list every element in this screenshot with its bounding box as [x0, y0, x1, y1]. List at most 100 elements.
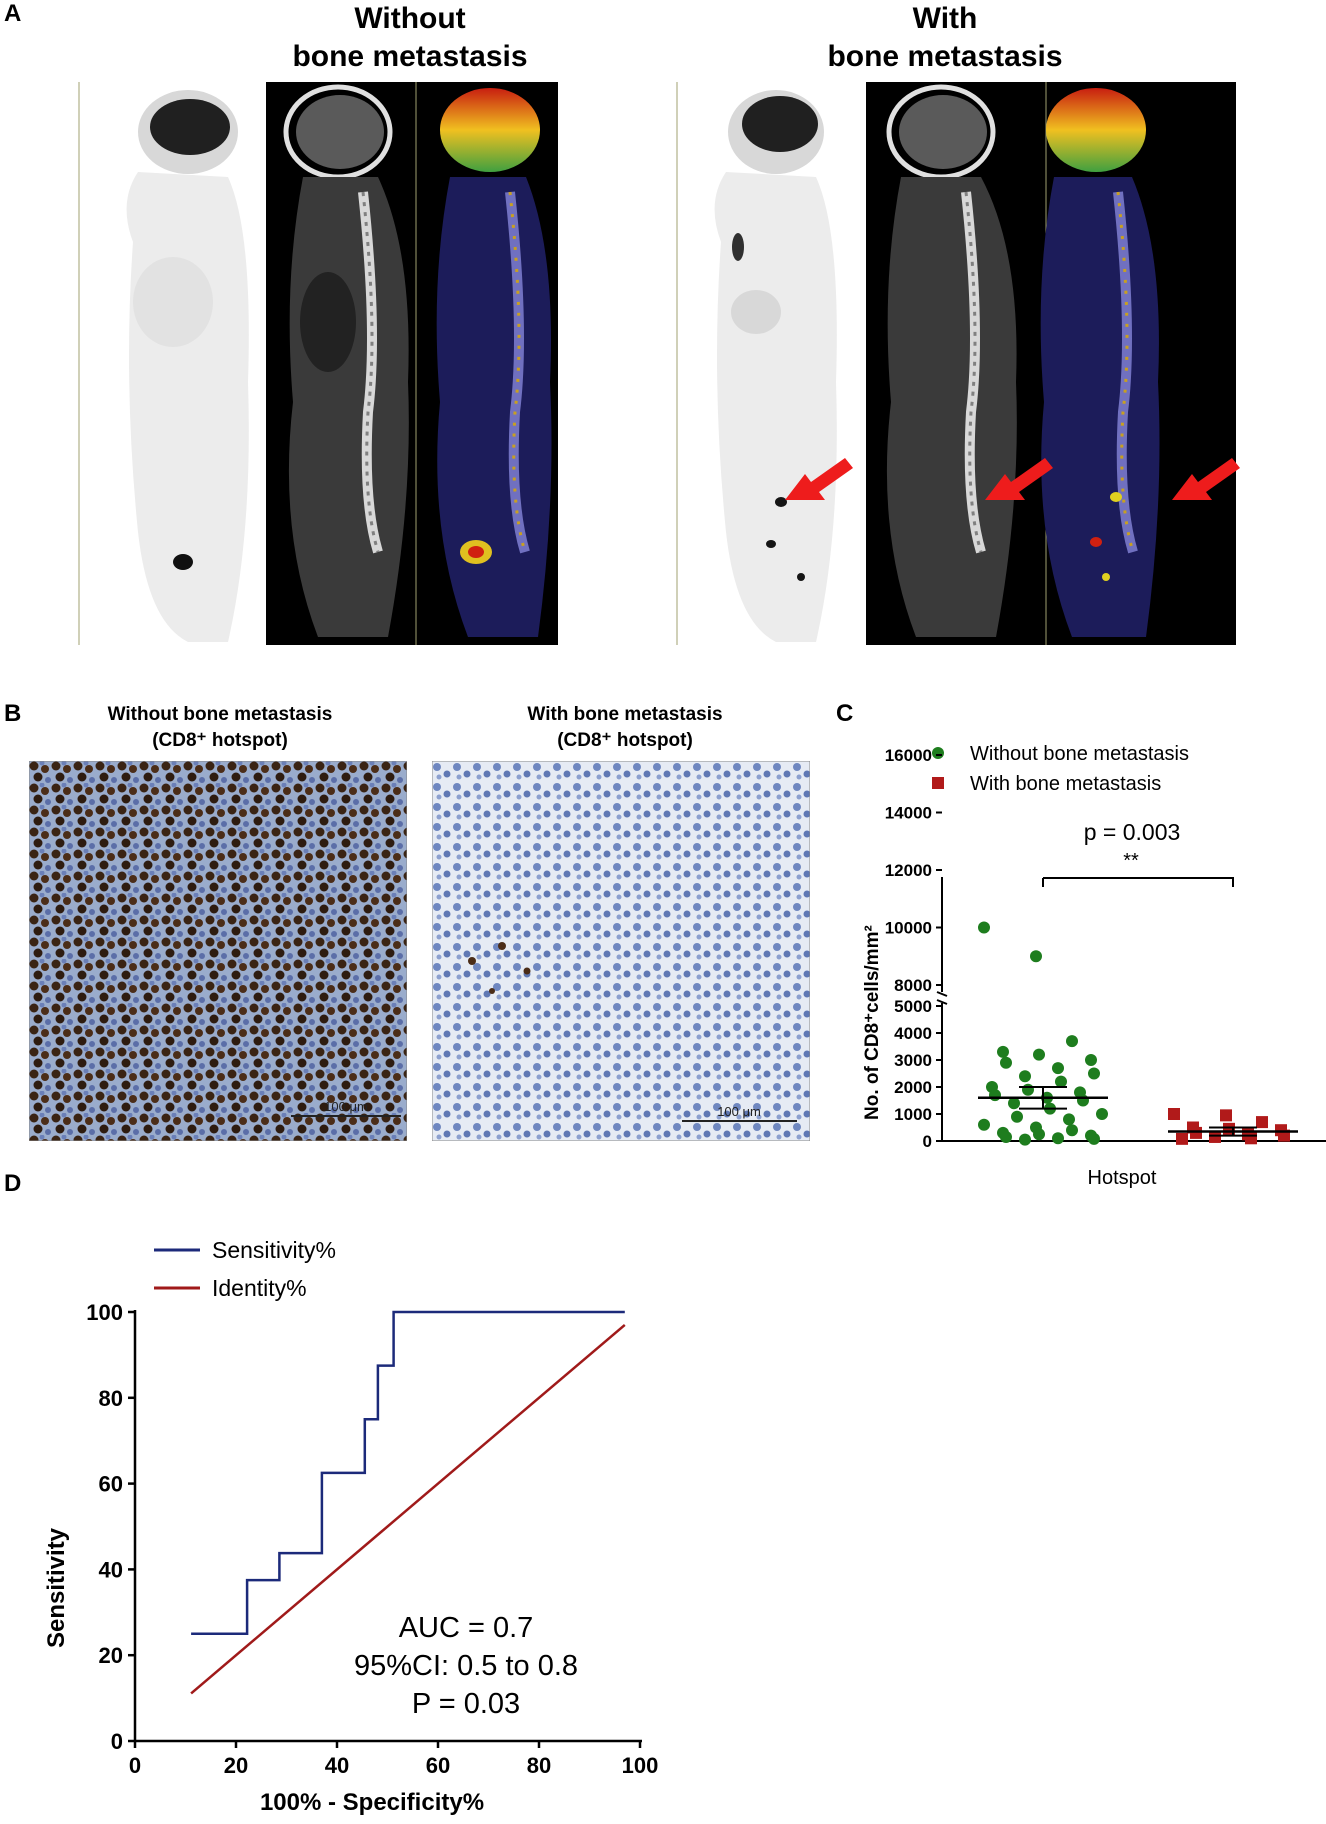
y-axis-label: Sensitivity [43, 1527, 70, 1648]
data-point-without [978, 1118, 990, 1131]
data-point-without [1096, 1108, 1108, 1120]
y-tick-label: 0 [111, 1729, 123, 1754]
data-point-without [1000, 1056, 1012, 1069]
red-arrow-icon [785, 458, 853, 500]
data-point-without [1055, 1075, 1067, 1088]
panel-b-label: B [4, 700, 22, 727]
panel-b-right-title-line1: With bone metastasis [527, 704, 723, 725]
panel-b-right-title-line2: (CD8⁺ hotspot) [557, 730, 693, 751]
x-tick-label: 40 [325, 1753, 349, 1778]
ihc-image-with-metastasis: 100 μm [432, 761, 810, 1141]
p-annotation: P = 0.03 [412, 1688, 520, 1720]
y-tick-label: 1000 [894, 1105, 932, 1124]
x-tick-label: 100 [622, 1753, 659, 1778]
data-point-without [1033, 1128, 1045, 1141]
auc-annotation: AUC = 0.7 [399, 1612, 534, 1644]
scatter-chart-c: Without bone metastasis With bone metast… [862, 743, 1326, 1189]
y-tick-label: 60 [99, 1472, 123, 1497]
data-point-without [1085, 1054, 1097, 1066]
panel-a-right-title-line1: With [912, 2, 978, 35]
data-point-without [1077, 1094, 1089, 1107]
panel-d-label: D [4, 1170, 22, 1197]
legend-marker-with [932, 777, 944, 789]
panel-b-left-title-line2: (CD8⁺ hotspot) [152, 730, 288, 751]
data-point-with [1245, 1132, 1257, 1145]
data-point-without [1063, 1113, 1075, 1126]
panel-c-label: C [836, 700, 854, 727]
y-axis-label: No. of CD8⁺cells/mm² [862, 925, 883, 1120]
x-axis-label: 100% - Specificity% [260, 1789, 484, 1816]
y-tick-label: 14000 [885, 804, 932, 823]
legend-marker-without [932, 747, 944, 759]
scale-bar-label: 100 μm [324, 1099, 368, 1114]
ihc-image-without-metastasis: 100 μm [29, 761, 407, 1141]
panel-a-left-title-line1: Without [354, 2, 466, 35]
data-point-without [1011, 1110, 1023, 1123]
red-arrow-icon [985, 458, 1053, 500]
legend-label-sensitivity: Sensitivity% [212, 1237, 336, 1263]
data-point-with [1209, 1130, 1221, 1143]
y-tick-label: 20 [99, 1643, 123, 1668]
roc-chart-d: Sensitivity% Identity% Sensitivity 100% … [43, 1237, 659, 1816]
panel-b-left-title: Without bone metastasis (CD8⁺ hotspot) [60, 702, 380, 754]
data-point-with [1190, 1126, 1202, 1139]
data-point-without [1030, 950, 1042, 963]
y-tick-label: 16000 [885, 746, 932, 765]
roc-curve-line [191, 1310, 625, 1636]
y-tick-label: 12000 [885, 861, 932, 880]
y-tick-label: 40 [99, 1557, 123, 1582]
y-tick-label: 0 [923, 1132, 932, 1151]
panel-a-right-title-line2: bone metastasis [827, 40, 1063, 73]
data-point-without [1052, 1062, 1064, 1075]
data-point-without [1008, 1097, 1020, 1110]
data-point-without [1088, 1067, 1100, 1080]
legend-label-identity: Identity% [212, 1275, 307, 1301]
identity-line [190, 1323, 626, 1695]
data-point-without [1022, 1083, 1034, 1096]
x-axis-label: Hotspot [1088, 1167, 1157, 1189]
panel-a-label: A [4, 0, 22, 27]
y-tick-label: 2000 [894, 1078, 932, 1097]
significance-stars: ** [1123, 850, 1139, 872]
data-point-without [1019, 1133, 1031, 1146]
x-tick-label: 0 [129, 1753, 141, 1778]
significance-bracket [1042, 877, 1234, 887]
p-value-label: p = 0.003 [1084, 819, 1181, 845]
panel-b-left-title-line1: Without bone metastasis [107, 704, 333, 725]
legend-label-without: Without bone metastasis [970, 743, 1189, 765]
data-point-with [1220, 1109, 1232, 1122]
legend-label-with: With bone metastasis [970, 773, 1161, 795]
y-tick-label: 3000 [894, 1051, 932, 1070]
x-tick-label: 20 [224, 1753, 248, 1778]
y-tick-label: 10000 [885, 919, 932, 938]
data-point-with [1256, 1116, 1268, 1129]
y-tick-label: 100 [86, 1300, 123, 1325]
panel-a-left-title: Without bone metastasis [200, 0, 620, 76]
data-point-without [1066, 1124, 1078, 1137]
data-point-without [1066, 1035, 1078, 1048]
y-tick-label: 5000 [894, 997, 932, 1016]
pet-ct-without-metastasis-image [78, 82, 558, 645]
data-point-without [1000, 1130, 1012, 1143]
data-point-without [1088, 1132, 1100, 1145]
panel-a-right-title: With bone metastasis [740, 0, 1150, 76]
scale-bar-label: 100 μm [717, 1104, 761, 1119]
data-point-with [1168, 1108, 1180, 1120]
x-tick-label: 60 [426, 1753, 450, 1778]
data-point-with [1176, 1132, 1188, 1145]
x-tick-label: 80 [527, 1753, 551, 1778]
ci-annotation: 95%CI: 0.5 to 0.8 [354, 1650, 578, 1682]
data-point-without [978, 921, 990, 934]
data-point-without [1019, 1070, 1031, 1083]
data-point-without [1052, 1132, 1064, 1145]
y-tick-label: 4000 [894, 1024, 932, 1043]
panel-a-left-title-line2: bone metastasis [292, 40, 528, 73]
data-point-without [1033, 1048, 1045, 1061]
panel-b-right-title: With bone metastasis (CD8⁺ hotspot) [470, 702, 780, 754]
red-arrow-icon [1172, 458, 1240, 500]
y-tick-label: 80 [99, 1386, 123, 1411]
y-tick-label: 8000 [894, 976, 932, 995]
data-point-without [989, 1089, 1001, 1102]
data-point-without [997, 1045, 1009, 1058]
pet-ct-with-metastasis-image [676, 82, 1236, 645]
